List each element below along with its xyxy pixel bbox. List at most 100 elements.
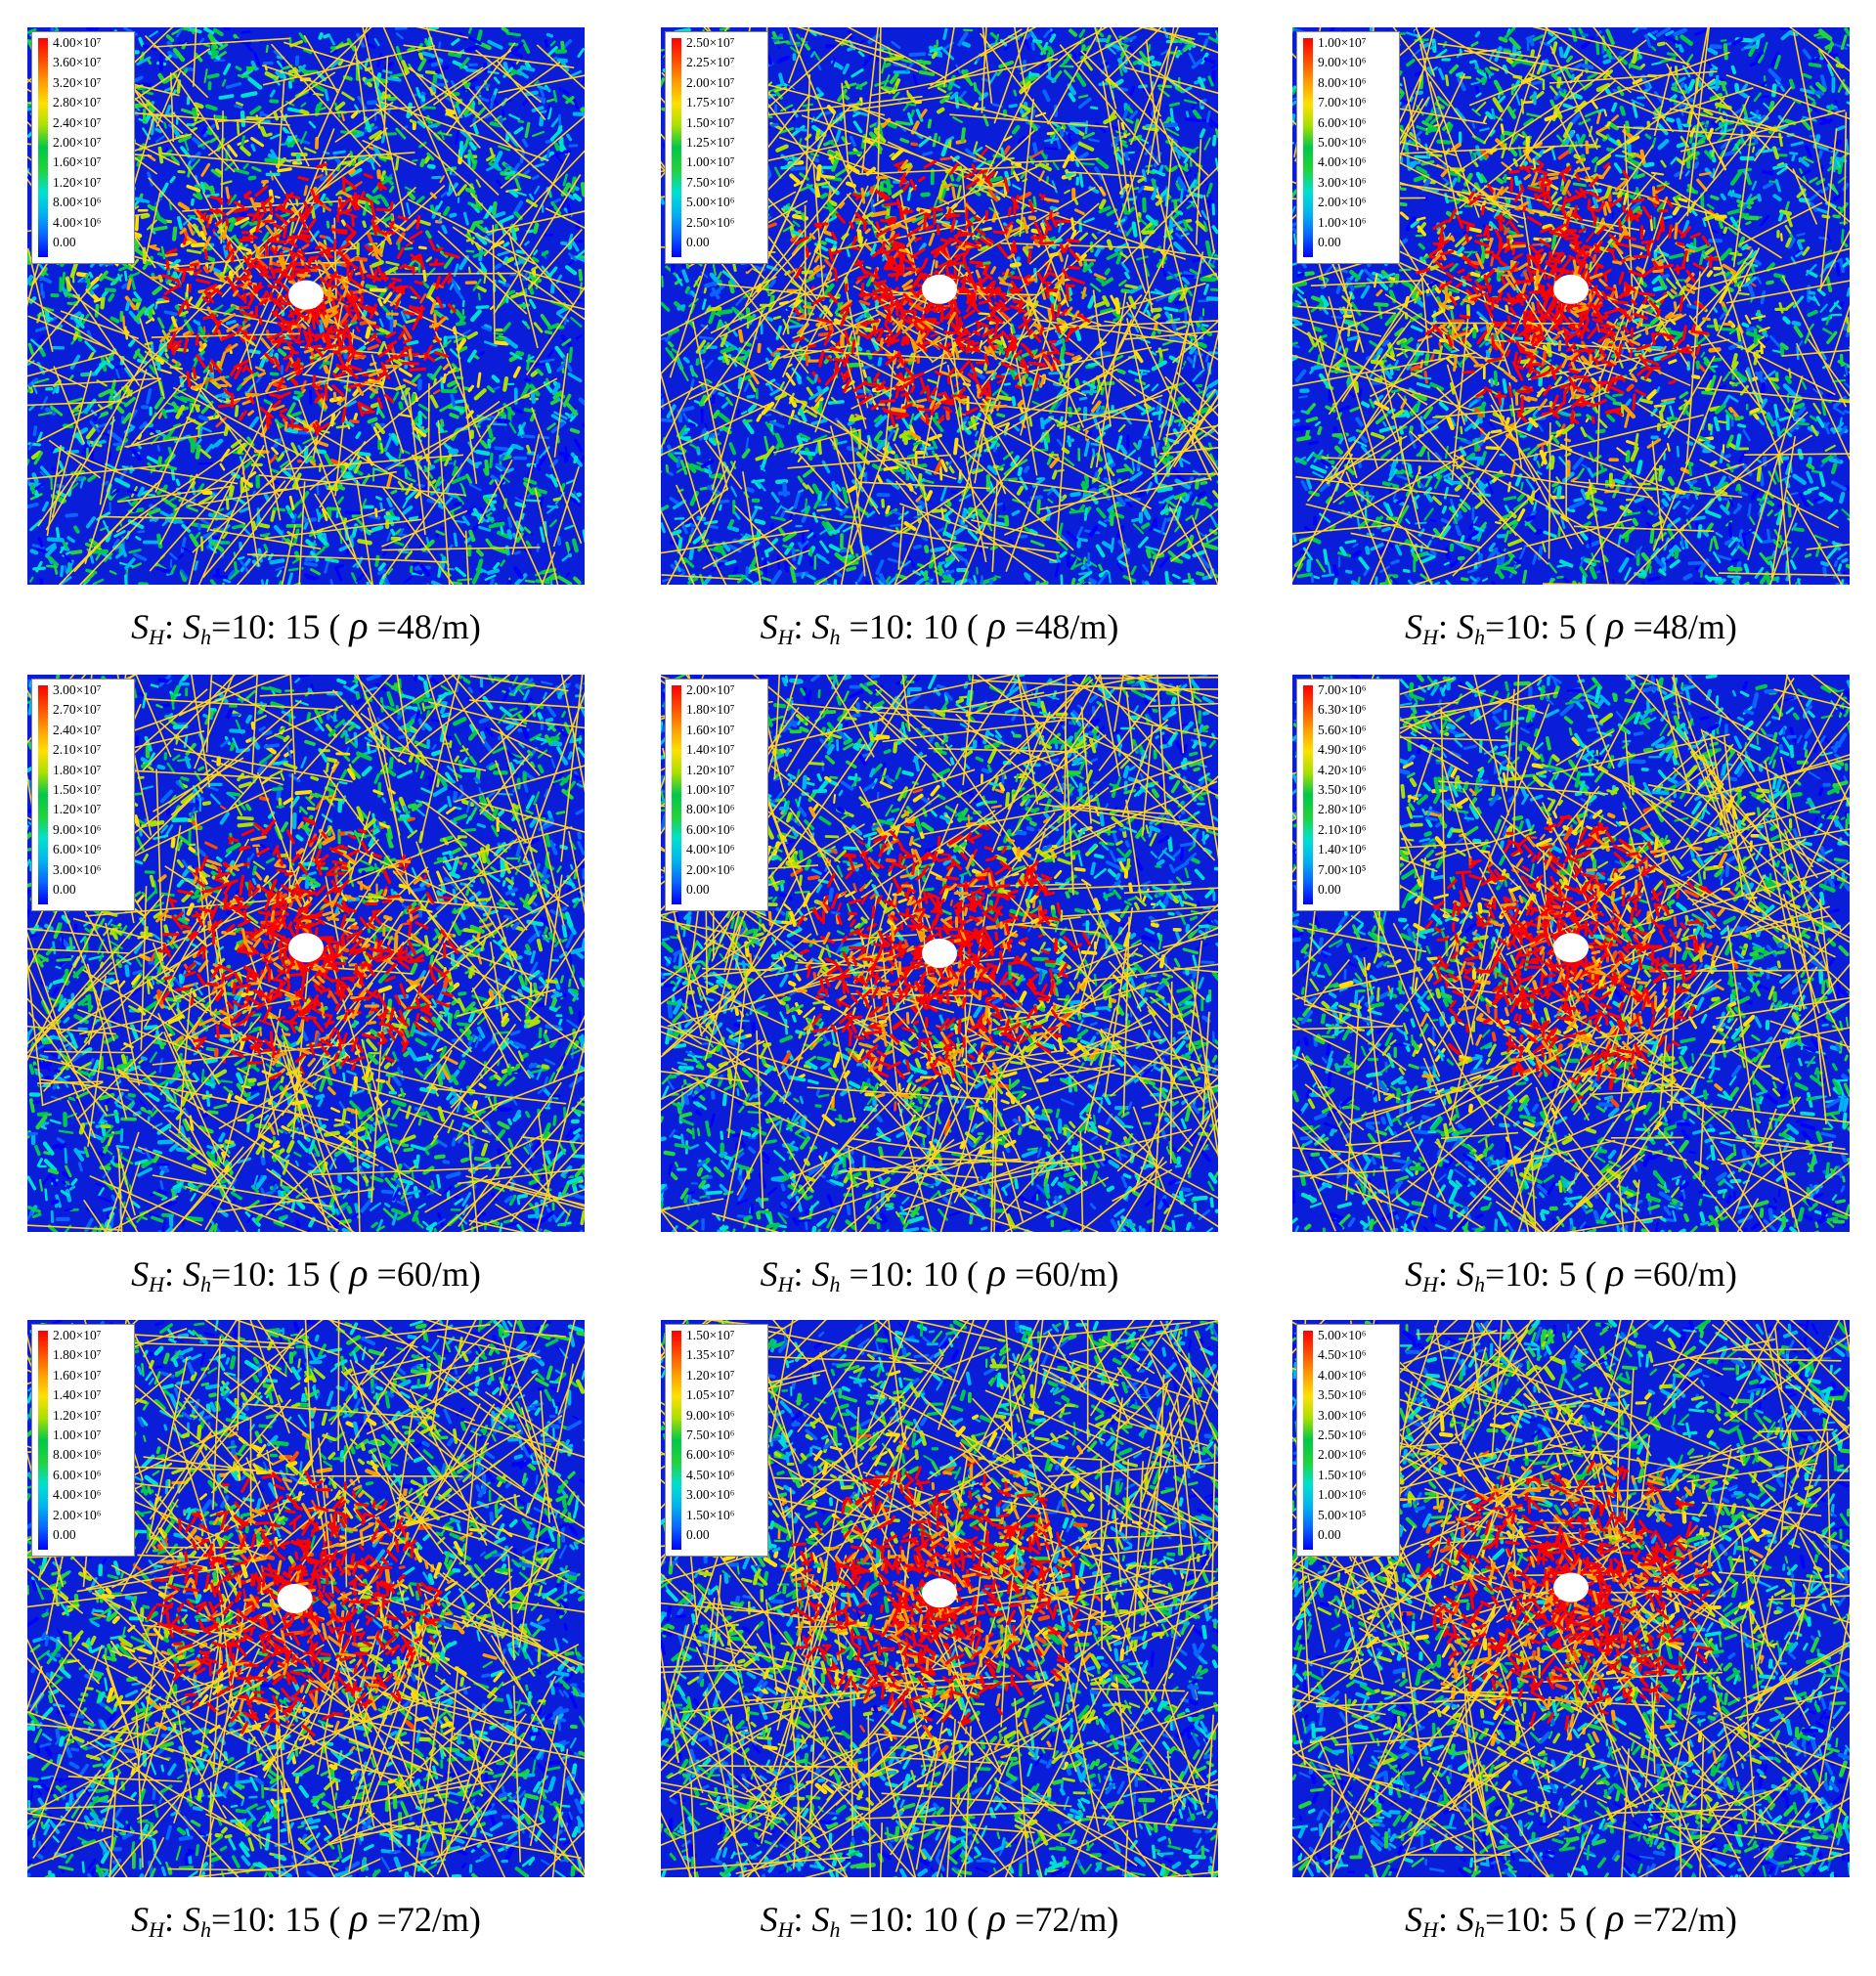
borehole [277,1584,313,1613]
legend-label: 2.40×10⁷ [53,113,135,133]
legend-label: 4.00×10⁶ [53,1485,135,1505]
panel-8: 1.50×10⁷ 1.35×10⁷ 1.20×10⁷ 1.05×10⁷ 9.00… [661,1320,1218,1960]
panel-6: 7.00×10⁶ 6.30×10⁶ 5.60×10⁶ 4.90×10⁶ 4.20… [1292,675,1850,1315]
fracture-lines [661,675,1218,1232]
panel-3: 1.00×10⁷ 9.00×10⁶ 8.00×10⁶ 7.00×10⁶ 6.00… [1292,27,1850,668]
panel-caption: SH: Sh =10: 10 ( ρ =72/m) [661,1889,1218,1948]
legend-label: 6.00×10⁶ [53,840,135,859]
legend-label: 2.80×10⁶ [1318,800,1400,819]
legend-colorbar [38,1331,48,1550]
legend-label: 1.20×10⁷ [53,800,135,819]
legend-label: 7.50×10⁶ [686,173,768,193]
legend-label: 8.00×10⁶ [53,193,135,212]
legend-label: 1.80×10⁷ [53,1345,135,1365]
legend-label: 9.00×10⁶ [1318,53,1400,72]
legend-colorbar [38,685,48,904]
legend-label: 5.00×10⁵ [1318,1506,1400,1525]
legend-label: 1.50×10⁷ [686,113,768,133]
legend-label: 1.20×10⁷ [686,1366,768,1385]
color-legend: 2.00×10⁷ 1.80×10⁷ 1.60×10⁷ 1.40×10⁷ 1.20… [31,1324,135,1557]
legend-label: 1.50×10⁶ [1318,1466,1400,1485]
legend-colorbar [1303,1331,1313,1550]
legend-label: 1.80×10⁷ [53,761,135,780]
legend-label: 4.00×10⁶ [53,213,135,233]
stress-field-plot: 2.50×10⁷ 2.25×10⁷ 2.00×10⁷ 1.75×10⁷ 1.50… [661,27,1218,585]
stress-field-plot: 5.00×10⁶ 4.50×10⁶ 4.00×10⁶ 3.50×10⁶ 3.00… [1292,1320,1850,1877]
color-legend: 5.00×10⁶ 4.50×10⁶ 4.00×10⁶ 3.50×10⁶ 3.00… [1296,1324,1400,1557]
legend-label: 1.00×10⁶ [1318,213,1400,233]
legend-label: 5.00×10⁶ [1318,1326,1400,1345]
legend-label: 1.00×10⁷ [53,1426,135,1445]
legend-label: 6.00×10⁶ [53,1466,135,1485]
legend-label: 1.00×10⁷ [686,780,768,800]
legend-colorbar [672,685,681,904]
legend-colorbar [38,38,48,257]
legend-label: 1.60×10⁷ [53,1366,135,1385]
legend-label: 7.00×10⁵ [1318,860,1400,880]
panel-caption: SH: Sh=10: 15 ( ρ =48/m) [27,596,585,655]
legend-label: 0.00 [686,880,768,900]
legend-label: 1.00×10⁶ [1318,1485,1400,1505]
panel-caption: SH: Sh=10: 15 ( ρ =60/m) [27,1244,585,1302]
panel-caption: SH: Sh =10: 10 ( ρ =48/m) [661,596,1218,655]
fracture-lines [1292,1320,1850,1877]
borehole [1553,1572,1589,1603]
legend-label: 1.00×10⁷ [1318,33,1400,53]
legend-label: 3.00×10⁶ [53,860,135,880]
stress-field-plot: 4.00×10⁷ 3.60×10⁷ 3.20×10⁷ 2.80×10⁷ 2.40… [27,27,585,585]
borehole [1553,274,1589,304]
legend-label: 8.00×10⁶ [686,800,768,819]
legend-label: 4.20×10⁶ [1318,761,1400,780]
legend-label: 1.40×10⁷ [686,740,768,760]
legend-label: 0.00 [1318,233,1400,252]
legend-label: 3.00×10⁶ [686,1485,768,1505]
legend-label: 4.90×10⁶ [1318,740,1400,760]
legend-label: 2.00×10⁷ [53,133,135,153]
legend-label: 1.00×10⁷ [686,153,768,172]
legend-label: 2.00×10⁷ [686,73,768,93]
legend-label: 2.10×10⁷ [53,740,135,760]
legend-label: 1.50×10⁷ [686,1326,768,1345]
legend-label: 6.30×10⁶ [1318,700,1400,720]
legend-label: 1.60×10⁷ [53,153,135,172]
legend-label: 5.00×10⁶ [1318,133,1400,153]
legend-label: 2.00×10⁷ [686,681,768,700]
legend-label: 2.70×10⁷ [53,700,135,720]
panel-2: 2.50×10⁷ 2.25×10⁷ 2.00×10⁷ 1.75×10⁷ 1.50… [661,27,1218,668]
legend-label: 2.00×10⁷ [53,1326,135,1345]
legend-label: 0.00 [686,233,768,252]
legend-label: 9.00×10⁶ [53,820,135,840]
legend-label: 7.00×10⁶ [1318,681,1400,700]
color-legend: 1.00×10⁷ 9.00×10⁶ 8.00×10⁶ 7.00×10⁶ 6.00… [1296,31,1400,264]
legend-label: 6.00×10⁶ [686,1445,768,1465]
legend-label: 4.00×10⁷ [53,33,135,53]
legend-label: 3.00×10⁶ [1318,1406,1400,1426]
fracture-lines [1292,675,1850,1232]
legend-label: 2.80×10⁷ [53,93,135,112]
color-legend: 3.00×10⁷ 2.70×10⁷ 2.40×10⁷ 2.10×10⁷ 1.80… [31,679,135,911]
legend-label: 1.20×10⁷ [686,761,768,780]
legend-label: 1.25×10⁷ [686,133,768,153]
stress-field-plot: 2.00×10⁷ 1.80×10⁷ 1.60×10⁷ 1.40×10⁷ 1.20… [27,1320,585,1877]
legend-label: 6.00×10⁶ [686,820,768,840]
legend-label: 3.50×10⁶ [1318,1385,1400,1405]
color-legend: 4.00×10⁷ 3.60×10⁷ 3.20×10⁷ 2.80×10⁷ 2.40… [31,31,135,264]
legend-label: 7.00×10⁶ [1318,93,1400,112]
legend-label: 1.75×10⁷ [686,93,768,112]
legend-label: 5.00×10⁶ [686,193,768,212]
high-stress-zone [789,1464,1086,1727]
legend-label: 2.10×10⁶ [1318,820,1400,840]
borehole [922,1578,957,1608]
legend-colorbar [672,1331,681,1550]
legend-label: 1.35×10⁷ [686,1345,768,1365]
legend-label: 9.00×10⁶ [686,1406,768,1426]
fracture-lines [27,1320,585,1877]
panel-1: 4.00×10⁷ 3.60×10⁷ 3.20×10⁷ 2.80×10⁷ 2.40… [27,27,585,668]
legend-label: 2.40×10⁷ [53,721,135,740]
legend-label: 1.40×10⁷ [53,1385,135,1405]
legend-label: 2.00×10⁶ [1318,193,1400,212]
borehole [922,274,957,304]
legend-label: 1.40×10⁶ [1318,840,1400,859]
legend-label: 7.50×10⁶ [686,1426,768,1445]
legend-label: 2.50×10⁶ [1318,1426,1400,1445]
